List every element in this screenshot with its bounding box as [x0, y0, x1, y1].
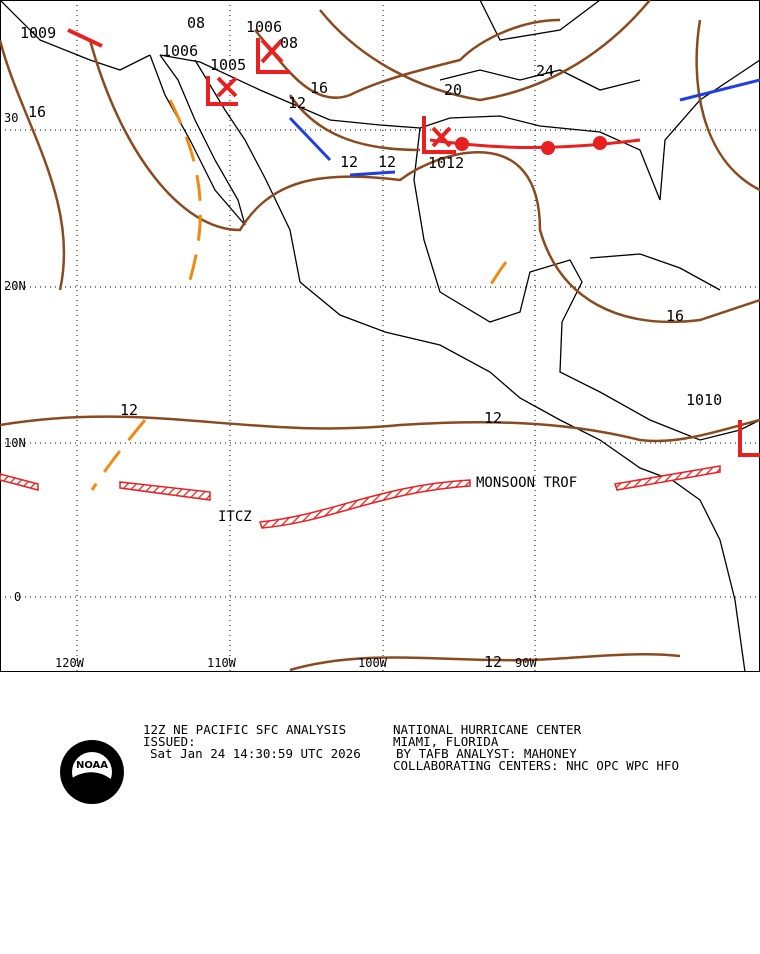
- lat-label: 30: [4, 111, 18, 125]
- isobar-label: 16: [666, 307, 684, 325]
- isobar-label: 20: [444, 81, 462, 99]
- lon-label: 100W: [358, 656, 388, 670]
- troughs: [90, 99, 508, 491]
- isobar-label: 1010: [686, 391, 722, 409]
- isobar-label: 1006: [246, 18, 282, 36]
- fronts: [0, 78, 760, 529]
- feature-label: ITCZ: [218, 509, 252, 525]
- coastlines: [0, 0, 760, 673]
- lon-label: 110W: [207, 656, 237, 670]
- lat-label: 10N: [4, 436, 26, 450]
- footer: 12Z NE PACIFIC SFC ANALYSIS ISSUED: Sat …: [143, 722, 679, 773]
- pressure-centers: [67, 28, 760, 457]
- product-title: 12Z NE PACIFIC SFC ANALYSIS: [143, 722, 346, 737]
- isobar-label: 1005: [210, 56, 246, 74]
- isobar-label: 12: [288, 94, 306, 112]
- isobar-label: 12: [484, 409, 502, 427]
- isobar-label: 1012: [428, 154, 464, 172]
- isobar-label: 12: [378, 153, 396, 171]
- map-labels: 1009 08 1006 1006 1005 08 16 12 16 20 24…: [4, 14, 722, 671]
- issued-label: ISSUED:: [143, 734, 196, 749]
- isobar-label: 24: [536, 62, 554, 80]
- isobar-label: 16: [310, 79, 328, 97]
- isobar-label: 12: [340, 153, 358, 171]
- isobar-label: 1006: [162, 42, 198, 60]
- map-frame: [0, 0, 760, 672]
- graticule: [0, 0, 760, 672]
- noaa-logo: NOAA: [60, 740, 124, 804]
- lon-label: 90W: [515, 656, 537, 670]
- logo-text: NOAA: [76, 760, 108, 771]
- isobar-label: 1009: [20, 24, 56, 42]
- issued-time: Sat Jan 24 14:30:59 UTC 2026: [150, 746, 361, 761]
- lon-label: 120W: [55, 656, 85, 670]
- isobar-label: 12: [120, 401, 138, 419]
- lat-label: 20N: [4, 279, 26, 293]
- center-name: NATIONAL HURRICANE CENTER: [393, 722, 582, 737]
- analyst: BY TAFB ANALYST: MAHONEY: [396, 746, 577, 761]
- isobar-label: 16: [28, 103, 46, 121]
- feature-label: MONSOON TROF: [476, 475, 577, 491]
- isobar-label: 08: [280, 34, 298, 52]
- isobars: [0, 0, 760, 672]
- collaborating-centers: COLLABORATING CENTERS: NHC OPC WPC HFO: [393, 758, 679, 773]
- isobar-label: 08: [187, 14, 205, 32]
- isobar-label: 12: [484, 653, 502, 671]
- lat-label: 0: [14, 590, 21, 604]
- center-location: MIAMI, FLORIDA: [393, 734, 499, 749]
